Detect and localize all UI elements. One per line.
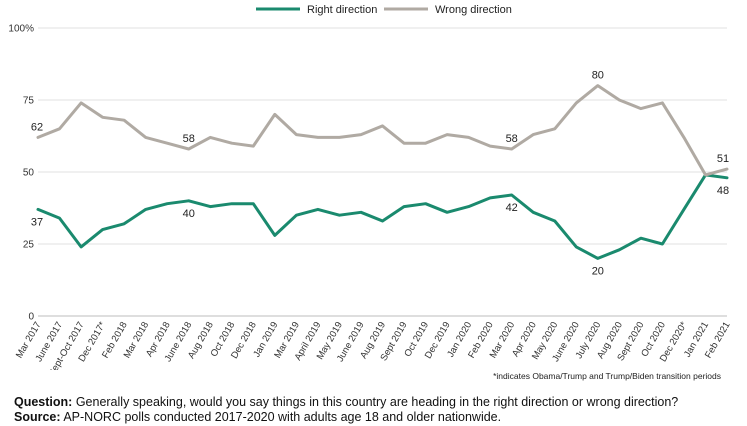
footnote: *indicates Obama/Trump and Trump/Biden t… <box>493 371 721 381</box>
source-line: Source: AP-NORC polls conducted 2017-202… <box>14 410 678 425</box>
gridlines <box>38 27 727 317</box>
question-line: Question: Generally speaking, would you … <box>14 395 678 410</box>
data-label: 20 <box>592 265 604 277</box>
y-tick-label: 75 <box>23 96 35 107</box>
data-label: 51 <box>717 153 729 165</box>
data-labels: 62 58 58 80 51 37 40 42 20 48 <box>31 70 729 278</box>
data-label: 62 <box>31 121 43 133</box>
line-chart: Right direction Wrong direction 100% 75 50 2… <box>8 4 733 370</box>
y-axis-ticks: 100% 75 50 25 0 <box>8 24 34 323</box>
legend-label: Wrong direction <box>435 4 512 16</box>
question-block: Question: Generally speaking, would you … <box>14 395 678 425</box>
series-line <box>36 84 729 177</box>
y-tick-label: 100% <box>8 24 34 35</box>
data-label: 42 <box>506 202 518 214</box>
source-label: Source: <box>14 410 61 424</box>
data-label: 48 <box>717 185 729 197</box>
legend: Right direction Wrong direction <box>256 4 512 16</box>
series-line <box>36 173 729 260</box>
y-tick-label: 25 <box>23 240 35 251</box>
data-label: 58 <box>183 133 195 145</box>
legend-label: Right direction <box>307 4 377 16</box>
data-label: 80 <box>592 70 604 82</box>
y-tick-label: 50 <box>23 168 35 179</box>
data-label: 37 <box>31 216 43 228</box>
series-lines <box>36 84 729 260</box>
data-label: 58 <box>506 133 518 145</box>
question-text: Generally speaking, would you say things… <box>72 395 679 409</box>
question-label: Question: <box>14 395 73 409</box>
source-text: AP-NORC polls conducted 2017-2020 with a… <box>60 410 502 424</box>
y-tick-label: 0 <box>28 312 34 323</box>
data-label: 40 <box>183 208 195 220</box>
